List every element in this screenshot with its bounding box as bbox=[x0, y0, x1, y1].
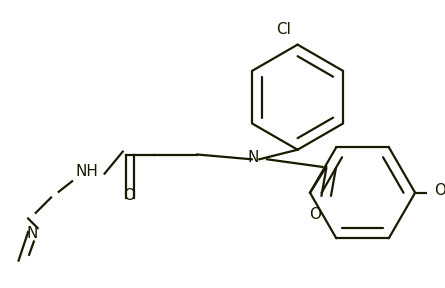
Text: N: N bbox=[26, 226, 38, 241]
Text: NH: NH bbox=[76, 164, 99, 179]
Text: O: O bbox=[309, 207, 321, 222]
Text: O: O bbox=[123, 188, 135, 203]
Text: O: O bbox=[434, 183, 445, 198]
Text: Cl: Cl bbox=[276, 22, 291, 37]
Text: N: N bbox=[248, 150, 259, 165]
